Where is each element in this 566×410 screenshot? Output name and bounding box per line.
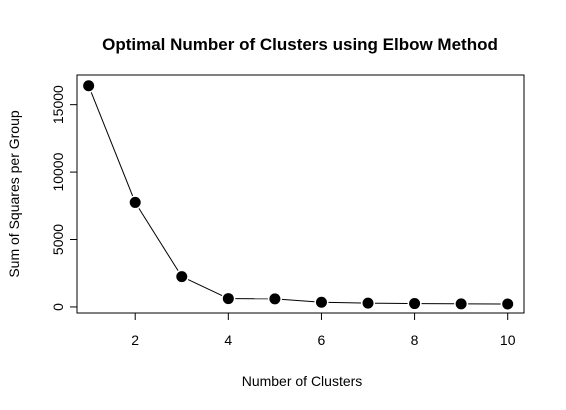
y-tick-label: 15000 <box>50 85 66 124</box>
x-tick-label: 8 <box>411 332 419 348</box>
data-point <box>455 298 467 310</box>
data-point <box>362 297 374 309</box>
series-line-segment <box>328 301 362 304</box>
series-line-segment <box>138 208 179 271</box>
data-point <box>129 196 141 208</box>
data-point <box>176 271 188 283</box>
data-point <box>83 80 95 92</box>
data-point <box>502 298 514 310</box>
y-axis: 0 5000 10000 15000 <box>50 85 78 311</box>
data-point <box>222 293 234 305</box>
x-tick-label: 2 <box>131 332 139 348</box>
y-tick-label: 10000 <box>50 152 66 191</box>
y-tick-label: 5000 <box>50 224 66 255</box>
plot-frame <box>76 74 525 314</box>
data-point <box>315 296 327 308</box>
y-axis-label: Sum of Squares per Group <box>6 110 22 278</box>
series-line-segment <box>90 92 134 197</box>
series-line-segment <box>281 298 315 303</box>
series-layer <box>83 80 514 310</box>
y-tick-label: 0 <box>50 303 66 311</box>
x-axis: 2 4 6 8 10 <box>131 312 516 348</box>
series-line-segment <box>187 279 223 297</box>
data-point <box>269 293 281 305</box>
x-axis-label: Number of Clusters <box>242 373 363 389</box>
x-tick-label: 10 <box>500 332 516 348</box>
x-tick-label: 4 <box>224 332 232 348</box>
chart-title: Optimal Number of Clusters using Elbow M… <box>102 35 498 54</box>
x-tick-label: 6 <box>318 332 326 348</box>
data-point <box>409 298 421 310</box>
